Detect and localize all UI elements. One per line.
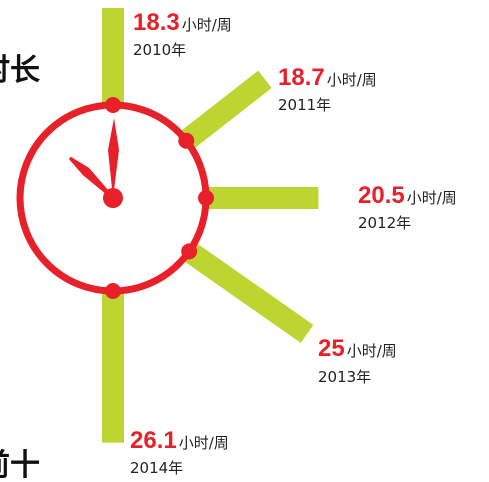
value: 18.3 (133, 9, 180, 36)
unit: 小时/周 (407, 189, 457, 207)
value-label: 18.3 小时/周 (133, 9, 232, 36)
clock-center (103, 188, 123, 208)
bar-joint (181, 243, 198, 260)
value: 26.1 (130, 427, 177, 454)
year-label: 2012年 (358, 214, 411, 232)
unit: 小时/周 (327, 71, 377, 89)
year-label: 2013年 (318, 368, 371, 386)
clock-hand (108, 118, 119, 198)
value-label: 20.5 小时/周 (358, 182, 457, 209)
unit: 小时/周 (182, 16, 232, 34)
year-label: 2010年 (133, 41, 186, 59)
bar-joint (198, 190, 214, 206)
value-label: 25 小时/周 (318, 335, 397, 362)
clock-hand (68, 156, 115, 200)
value: 25 (318, 335, 345, 362)
value: 18.7 (278, 64, 325, 91)
year-label: 2014年 (130, 459, 183, 477)
side-text: 时长 (0, 53, 40, 88)
unit: 小时/周 (179, 434, 229, 452)
value-label: 18.7 小时/周 (278, 64, 377, 91)
bar-joint (105, 283, 121, 299)
year-label: 2011年 (278, 96, 331, 114)
bar-joint (178, 132, 195, 149)
side-text: 前十 (0, 448, 40, 482)
value: 20.5 (358, 182, 405, 209)
value-label: 26.1 小时/周 (130, 427, 229, 454)
unit: 小时/周 (347, 342, 397, 360)
bar-joint (105, 97, 121, 113)
